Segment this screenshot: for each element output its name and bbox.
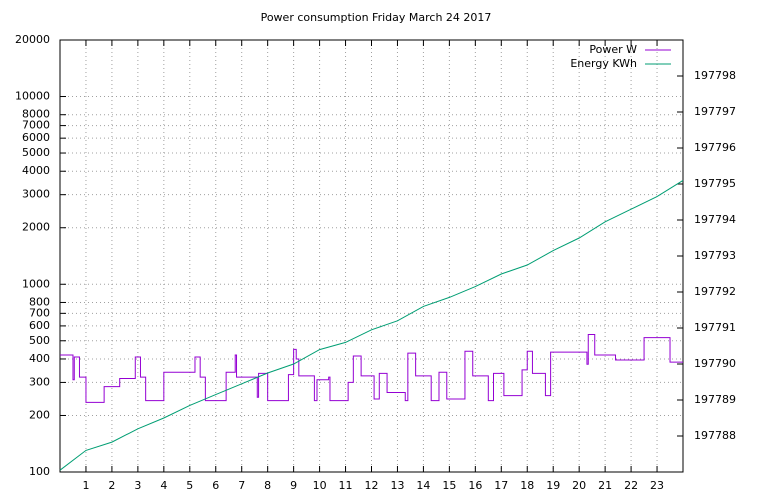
x-tick-label: 23 xyxy=(650,479,664,492)
chart-title: Power consumption Friday March 24 2017 xyxy=(261,11,492,24)
y2-tick-label: 197791 xyxy=(694,321,736,334)
y-tick-label: 6000 xyxy=(22,131,50,144)
y2-tick-label: 197788 xyxy=(694,429,736,442)
x-tick-label: 12 xyxy=(365,479,379,492)
x-tick-label: 22 xyxy=(624,479,638,492)
x-tick-label: 7 xyxy=(238,479,245,492)
x-tick-label: 21 xyxy=(598,479,612,492)
y-tick-label: 4000 xyxy=(22,164,50,177)
y-tick-label: 5000 xyxy=(22,146,50,159)
y2-tick-label: 197790 xyxy=(694,357,736,370)
x-tick-label: 9 xyxy=(290,479,297,492)
y-tick-label: 600 xyxy=(29,319,50,332)
y-tick-label: 2000 xyxy=(22,221,50,234)
y-tick-label: 8000 xyxy=(22,108,50,121)
y2-tick-label: 197789 xyxy=(694,393,736,406)
y-tick-label: 400 xyxy=(29,352,50,365)
x-tick-label: 2 xyxy=(108,479,115,492)
x-tick-label: 4 xyxy=(160,479,167,492)
x-tick-label: 5 xyxy=(186,479,193,492)
y-tick-label: 7000 xyxy=(22,119,50,132)
x-tick-label: 3 xyxy=(134,479,141,492)
x-tick-label: 14 xyxy=(416,479,430,492)
y-tick-label: 200 xyxy=(29,408,50,421)
y-tick-label: 100 xyxy=(29,465,50,478)
y-tick-label: 3000 xyxy=(22,188,50,201)
x-tick-label: 19 xyxy=(546,479,560,492)
y2-tick-label: 197798 xyxy=(694,69,736,82)
y2-tick-label: 197793 xyxy=(694,249,736,262)
x-tick-label: 17 xyxy=(494,479,508,492)
x-tick-label: 16 xyxy=(468,479,482,492)
y-tick-label: 1000 xyxy=(22,277,50,290)
x-tick-label: 18 xyxy=(520,479,534,492)
x-tick-label: 8 xyxy=(264,479,271,492)
y2-tick-label: 197792 xyxy=(694,285,736,298)
y2-tick-label: 197796 xyxy=(694,141,736,154)
y2-tick-label: 197795 xyxy=(694,177,736,190)
x-tick-label: 20 xyxy=(572,479,586,492)
series-line xyxy=(59,179,684,471)
y2-tick-label: 197797 xyxy=(694,105,736,118)
y-tick-label: 800 xyxy=(29,295,50,308)
x-tick-label: 1 xyxy=(82,479,89,492)
y-tick-label: 10000 xyxy=(15,90,50,103)
x-tick-label: 13 xyxy=(390,479,404,492)
series-line xyxy=(60,334,683,403)
legend-label: Energy KWh xyxy=(570,57,637,70)
x-tick-label: 11 xyxy=(339,479,353,492)
x-tick-label: 10 xyxy=(313,479,327,492)
legend-label: Power W xyxy=(589,43,637,56)
y2-tick-label: 197794 xyxy=(694,213,736,226)
x-tick-label: 15 xyxy=(442,479,456,492)
y-tick-label: 500 xyxy=(29,334,50,347)
y-tick-label: 20000 xyxy=(15,33,50,46)
x-tick-label: 6 xyxy=(212,479,219,492)
y-tick-label: 700 xyxy=(29,306,50,319)
y-tick-label: 300 xyxy=(29,375,50,388)
